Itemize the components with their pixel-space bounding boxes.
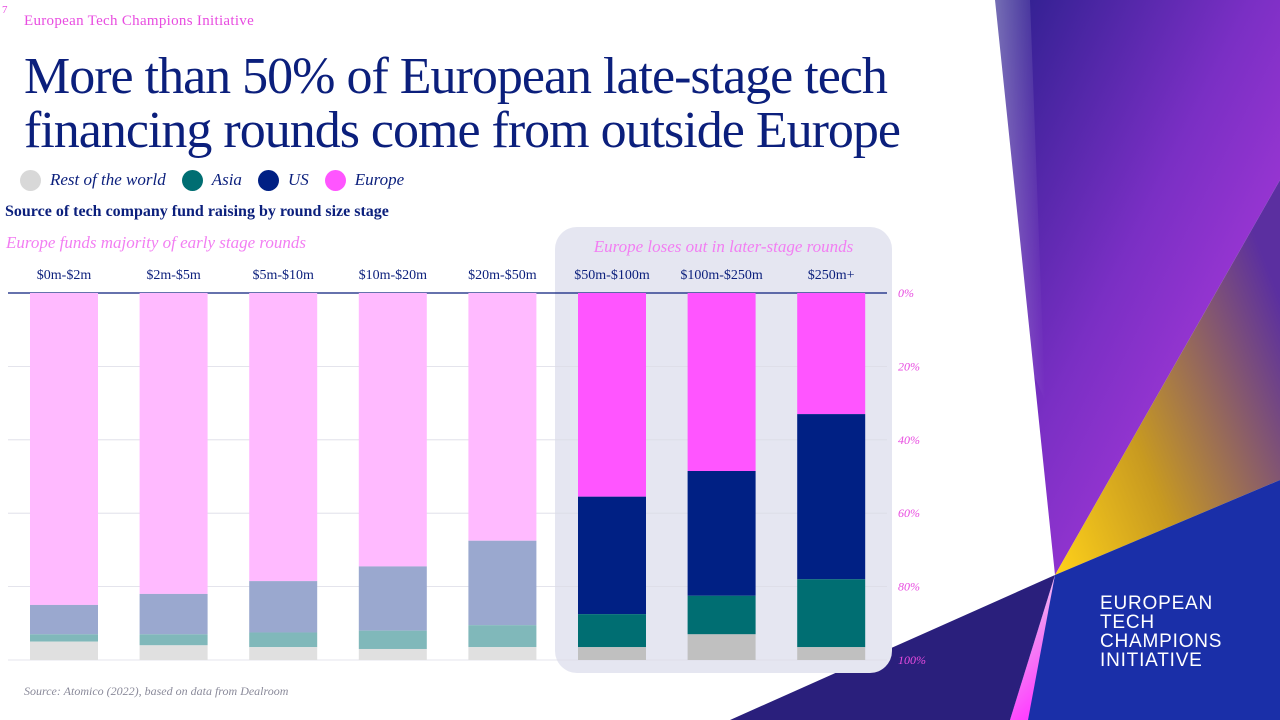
legend-swatch-europe xyxy=(324,169,346,191)
bar-segment-europe xyxy=(30,293,98,605)
legend-swatch-rest-of-world xyxy=(20,169,41,191)
legend-label-us: US xyxy=(287,170,309,189)
bar-segment-rest-of-the-world xyxy=(30,641,98,660)
bar-segment-us xyxy=(797,414,866,580)
logo-line-4: INITIATIVE xyxy=(1100,650,1203,671)
bar-segment-asia xyxy=(249,632,318,648)
chart-subtitle: Source of tech company fund raising by r… xyxy=(5,203,389,220)
legend-label-rest-of-world: Rest of the world xyxy=(50,170,166,189)
y-tick-label: 40% xyxy=(898,433,920,447)
slide-number: 7 xyxy=(2,4,8,16)
legend-item-europe: Europe xyxy=(324,169,405,191)
bar-segment-us xyxy=(30,604,98,635)
bar-segment-asia xyxy=(578,614,646,648)
legend-label-asia: Asia xyxy=(211,170,242,189)
bar-segment-asia xyxy=(358,630,427,649)
bar-segment-europe xyxy=(358,293,427,567)
category-label: $50m-$100m xyxy=(574,268,650,283)
logo-line-2: TECH xyxy=(1100,612,1155,633)
bar-segment-us xyxy=(468,540,537,626)
category-label: $5m-$10m xyxy=(252,268,314,283)
y-tick-label: 100% xyxy=(898,653,926,667)
bar-segment-us xyxy=(358,566,427,631)
bar-segment-us xyxy=(139,593,208,635)
eci-logo: EUROPEAN TECH CHAMPIONS INITIATIVE xyxy=(1100,594,1270,670)
page-title: More than 50% of European late-stage tec… xyxy=(24,48,901,159)
logo-line-1: EUROPEAN xyxy=(1100,593,1214,614)
bar-segment-asia xyxy=(468,625,537,648)
bar-segment-rest-of-the-world xyxy=(468,647,537,660)
category-label: $250m+ xyxy=(808,268,855,283)
legend-item-us: US xyxy=(257,169,309,191)
bar-segment-asia xyxy=(30,634,98,642)
legend: Rest of the world Asia US Europe xyxy=(20,167,420,193)
annotation-late-stage: Europe loses out in later-stage rounds xyxy=(593,237,854,256)
legend-item-rest-of-world: Rest of the world xyxy=(20,169,166,191)
y-tick-label: 60% xyxy=(898,506,920,520)
bar-segment-asia xyxy=(139,634,208,646)
source-note: Source: Atomico (2022), based on data fr… xyxy=(24,684,289,698)
bar-segment-rest-of-the-world xyxy=(139,645,208,660)
bar-segment-europe xyxy=(687,293,756,471)
bar-segment-europe xyxy=(139,293,208,594)
bar-segment-europe xyxy=(249,293,318,582)
category-label: $2m-$5m xyxy=(146,268,201,283)
logo-line-3: CHAMPIONS xyxy=(1100,631,1223,652)
bar-segment-europe xyxy=(797,293,866,415)
bar-segment-rest-of-the-world xyxy=(358,648,427,660)
bar-segment-europe xyxy=(468,293,537,541)
bar-segment-rest-of-the-world xyxy=(687,634,756,660)
bar-segment-asia xyxy=(687,595,756,635)
bar-segment-us xyxy=(578,496,646,615)
y-tick-label: 20% xyxy=(898,359,920,373)
bar-segment-us xyxy=(687,470,756,596)
category-label: $20m-$50m xyxy=(468,268,537,283)
bar-segment-us xyxy=(249,581,318,633)
org-header: European Tech Champions Initiative xyxy=(24,13,255,29)
bar-segment-asia xyxy=(797,579,866,648)
legend-swatch-asia xyxy=(181,169,203,191)
y-tick-label: 80% xyxy=(898,580,920,594)
category-label: $100m-$250m xyxy=(680,268,763,283)
category-label: $10m-$20m xyxy=(359,268,428,283)
y-tick-label: 0% xyxy=(898,286,914,300)
bar-segment-europe xyxy=(578,293,646,497)
legend-item-asia: Asia xyxy=(181,169,242,191)
annotation-early-stage: Europe funds majority of early stage rou… xyxy=(5,233,306,252)
category-label: $0m-$2m xyxy=(37,268,92,283)
bar-segment-rest-of-the-world xyxy=(578,647,646,660)
bar-segment-rest-of-the-world xyxy=(249,647,318,660)
legend-swatch-us xyxy=(257,169,279,191)
legend-label-europe: Europe xyxy=(354,170,405,189)
bar-segment-rest-of-the-world xyxy=(797,647,866,660)
